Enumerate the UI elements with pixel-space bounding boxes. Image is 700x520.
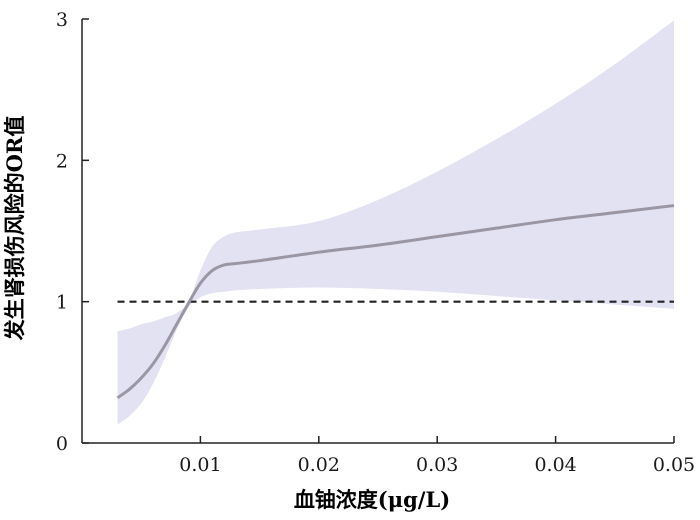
y-tick-label-2: 2 (56, 150, 68, 172)
spline-line-0 (116, 204, 675, 399)
confidence-band-layer (117, 20, 674, 425)
y-tick-label-1: 1 (56, 292, 68, 314)
confidence-band-0 (117, 20, 674, 425)
x-tick-label-3: 0.04 (534, 454, 576, 476)
x-tick-label-1: 0.02 (298, 454, 340, 476)
x-tick-label-4: 0.05 (653, 454, 695, 476)
y-axis-title: 发生肾损伤风险的OR值 (2, 116, 27, 342)
x-axis-title: 血铀浓度(μg/L) (294, 487, 450, 512)
tick-label-layer: 0 1 2 3 0.01 0.02 0.03 0.04 0.05 (56, 9, 695, 476)
x-tick-label-0: 0.01 (179, 454, 221, 476)
axis-layer (81, 18, 675, 444)
y-tick-label-0: 0 (56, 433, 68, 455)
x-tick-label-2: 0.03 (416, 454, 458, 476)
y-tick-label-3: 3 (56, 9, 68, 31)
spline-line-layer (116, 204, 675, 399)
